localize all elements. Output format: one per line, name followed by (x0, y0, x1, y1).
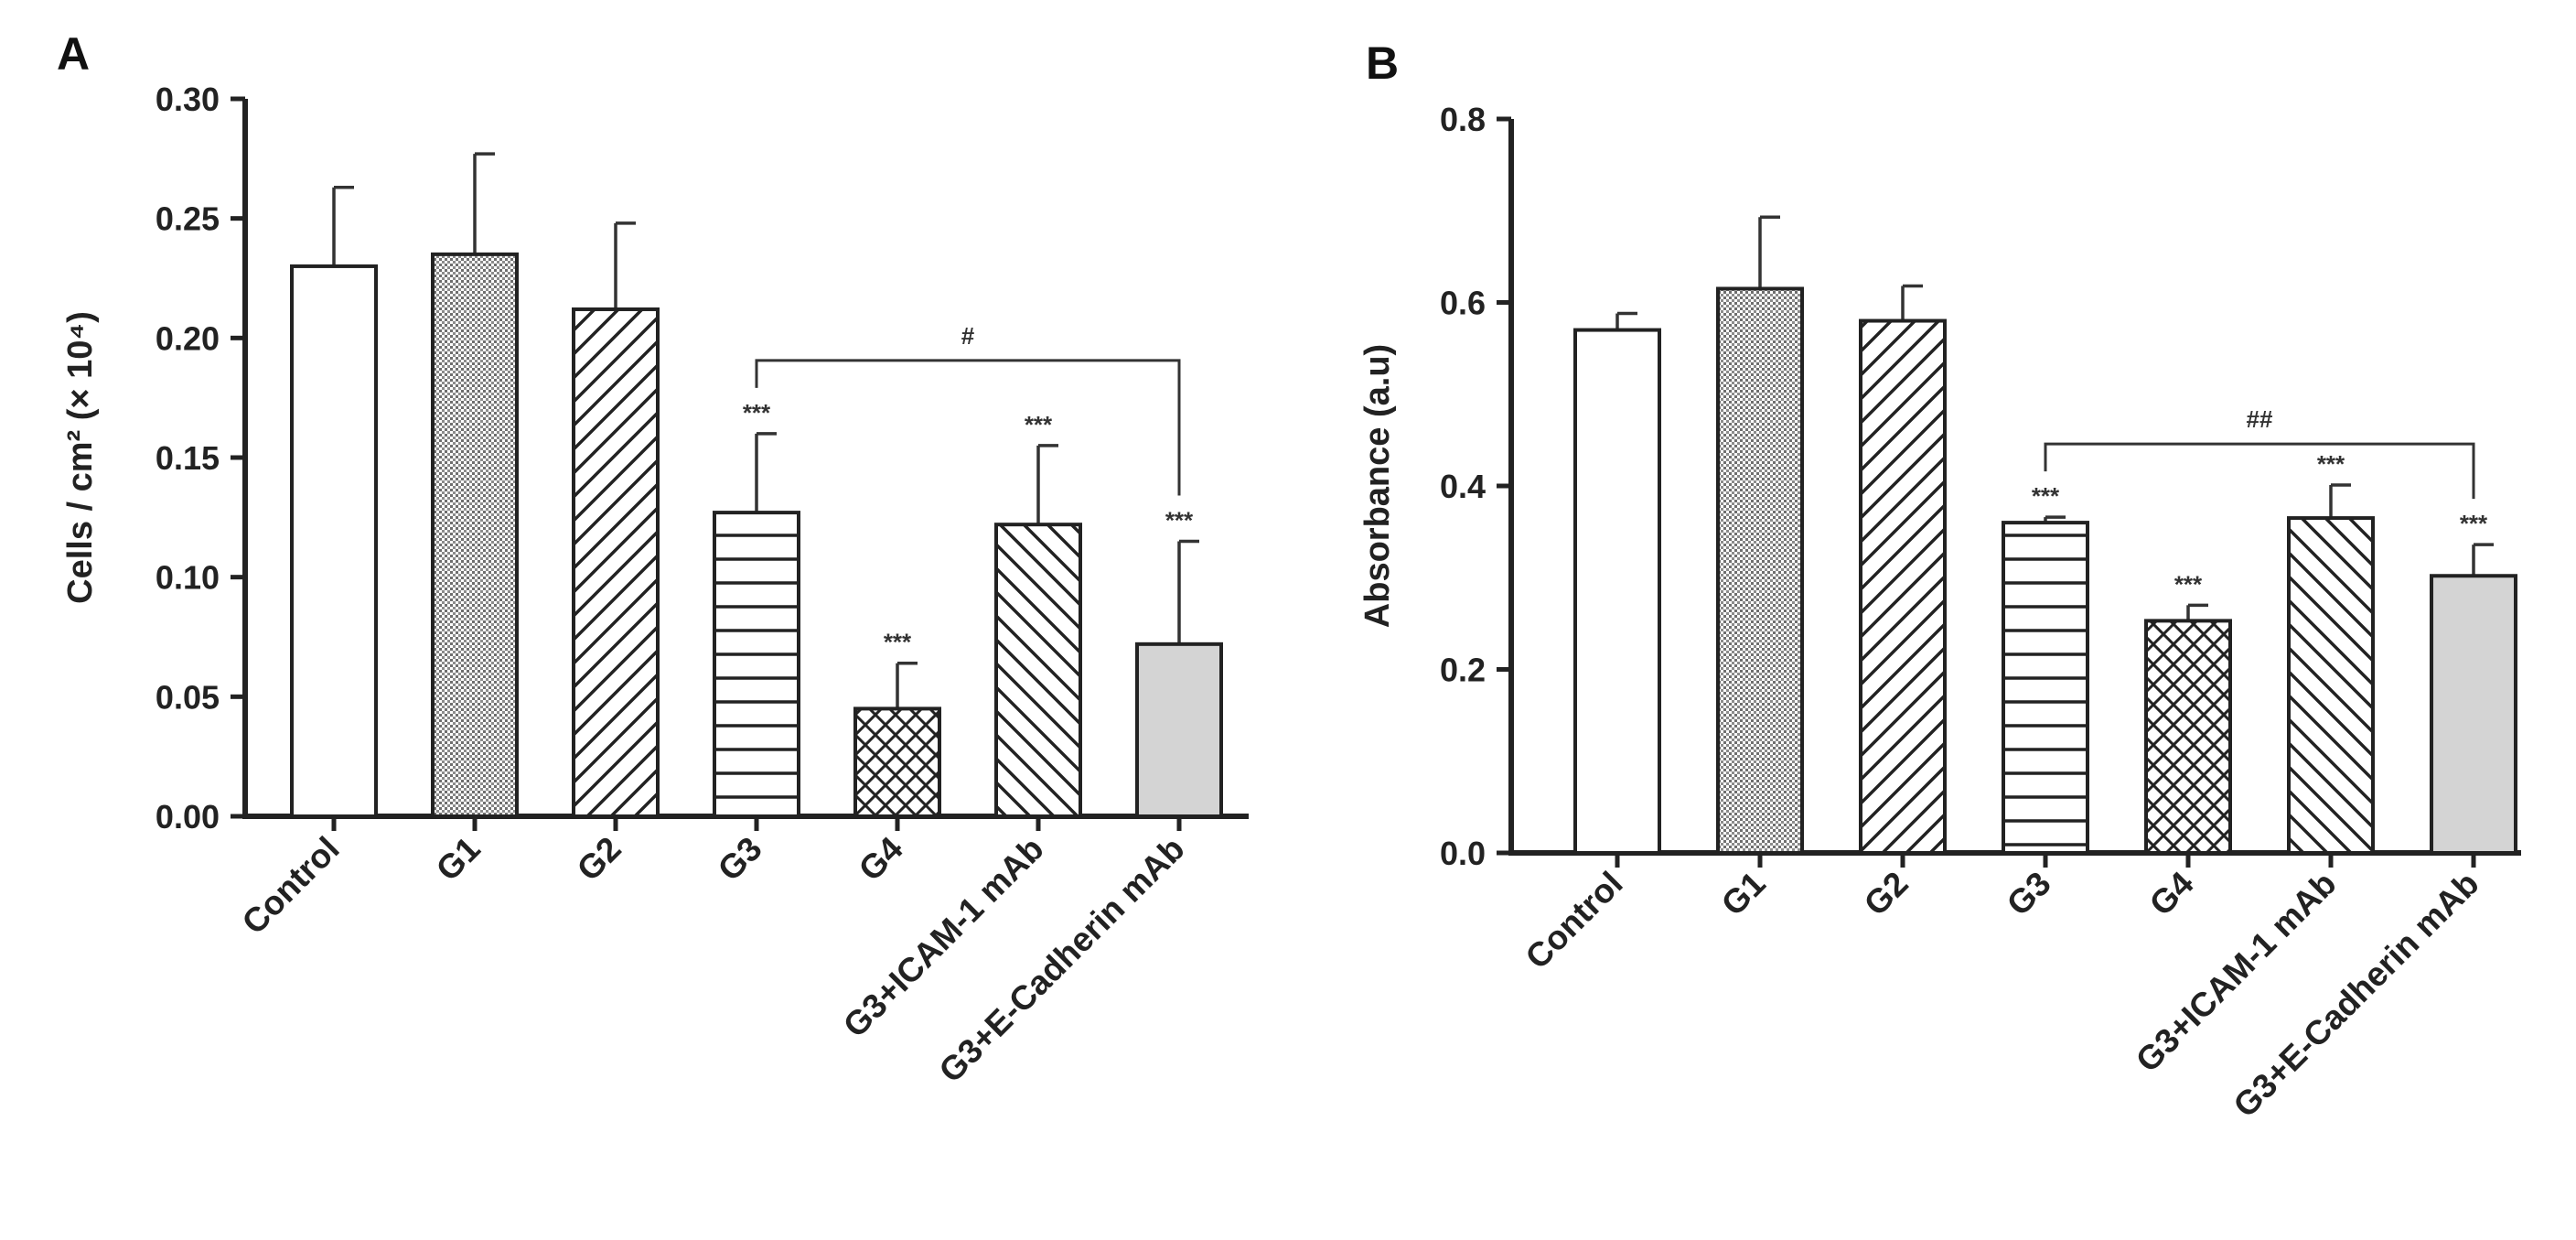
category-label: G2 (570, 830, 628, 889)
category-label: G1 (429, 830, 488, 889)
comparison-bracket (2044, 442, 2475, 500)
bar-control (1573, 328, 1661, 855)
category-label: Control (235, 830, 347, 942)
significance-label: *** (2032, 482, 2060, 510)
significance-label: *** (2174, 570, 2203, 598)
category-label: G1 (1714, 865, 1773, 923)
y-tick-label: 0.6 (1440, 285, 1486, 322)
y-tick-label: 0.2 (1440, 652, 1486, 689)
bar-g3 (713, 511, 800, 819)
bar-g4 (2144, 619, 2232, 855)
category-label: Control (1519, 865, 1630, 976)
y-tick-label: 0.00 (156, 798, 220, 836)
bracket-label: # (961, 322, 975, 350)
category-label: G3+E-Cadherin mAb (932, 830, 1192, 1090)
significance-label: *** (1165, 506, 1194, 534)
y-tick-label: 0.10 (156, 559, 220, 597)
bar-g1 (431, 252, 519, 819)
y-axis-label: Cells / cm² (× 10⁴) (61, 311, 100, 604)
y-tick-label: 0.15 (156, 439, 220, 477)
significance-label: *** (1025, 411, 1053, 438)
bar-g3-icam-1-mab (2287, 516, 2375, 856)
y-tick-label: 0.8 (1440, 101, 1486, 138)
panel-a: A Cells / cm² (× 10⁴) 0.00 0.05 0.10 0.15 0.20… (57, 28, 1249, 1090)
y-tick-label: 0.25 (156, 200, 220, 238)
bar-g2 (572, 307, 660, 818)
bar-g3 (2002, 521, 2089, 855)
category-label: G3+E-Cadherin mAb (2227, 865, 2486, 1125)
category-label: G3 (711, 830, 769, 889)
bar-g3-e-cadherin-mab (1135, 642, 1223, 819)
panel-letter: B (1366, 38, 1399, 89)
category-label: G2 (1857, 865, 1916, 923)
bar-control (290, 264, 378, 818)
y-tick-label: 0.30 (156, 81, 220, 118)
bar-g2 (1859, 318, 1947, 855)
y-tick-label: 0.4 (1440, 468, 1486, 505)
significance-label: *** (2317, 450, 2345, 478)
significance-label: *** (743, 399, 771, 426)
panel-b: B Absorbance (a.u) 0.0 0.2 0.4 0.6 0.8 Control G… (1358, 38, 2521, 1125)
bar-g3-e-cadherin-mab (2430, 574, 2517, 855)
bracket-label: ## (2247, 405, 2273, 433)
bar-g3-icam-1-mab (994, 523, 1082, 818)
panel-letter: A (57, 28, 90, 80)
category-label: G4 (852, 829, 910, 888)
y-tick-label: 0.20 (156, 319, 220, 357)
significance-label: *** (2460, 510, 2488, 537)
significance-label: *** (884, 629, 912, 656)
comparison-bracket (755, 359, 1181, 496)
category-label: G4 (2142, 864, 2201, 922)
y-tick-label: 0.0 (1440, 835, 1486, 872)
bar-g1 (1716, 286, 1804, 855)
y-axis-label: Absorbance (a.u) (1358, 344, 1397, 628)
bar-g4 (853, 706, 941, 819)
category-label: G3 (2000, 865, 2058, 923)
y-tick-label: 0.05 (156, 678, 220, 716)
